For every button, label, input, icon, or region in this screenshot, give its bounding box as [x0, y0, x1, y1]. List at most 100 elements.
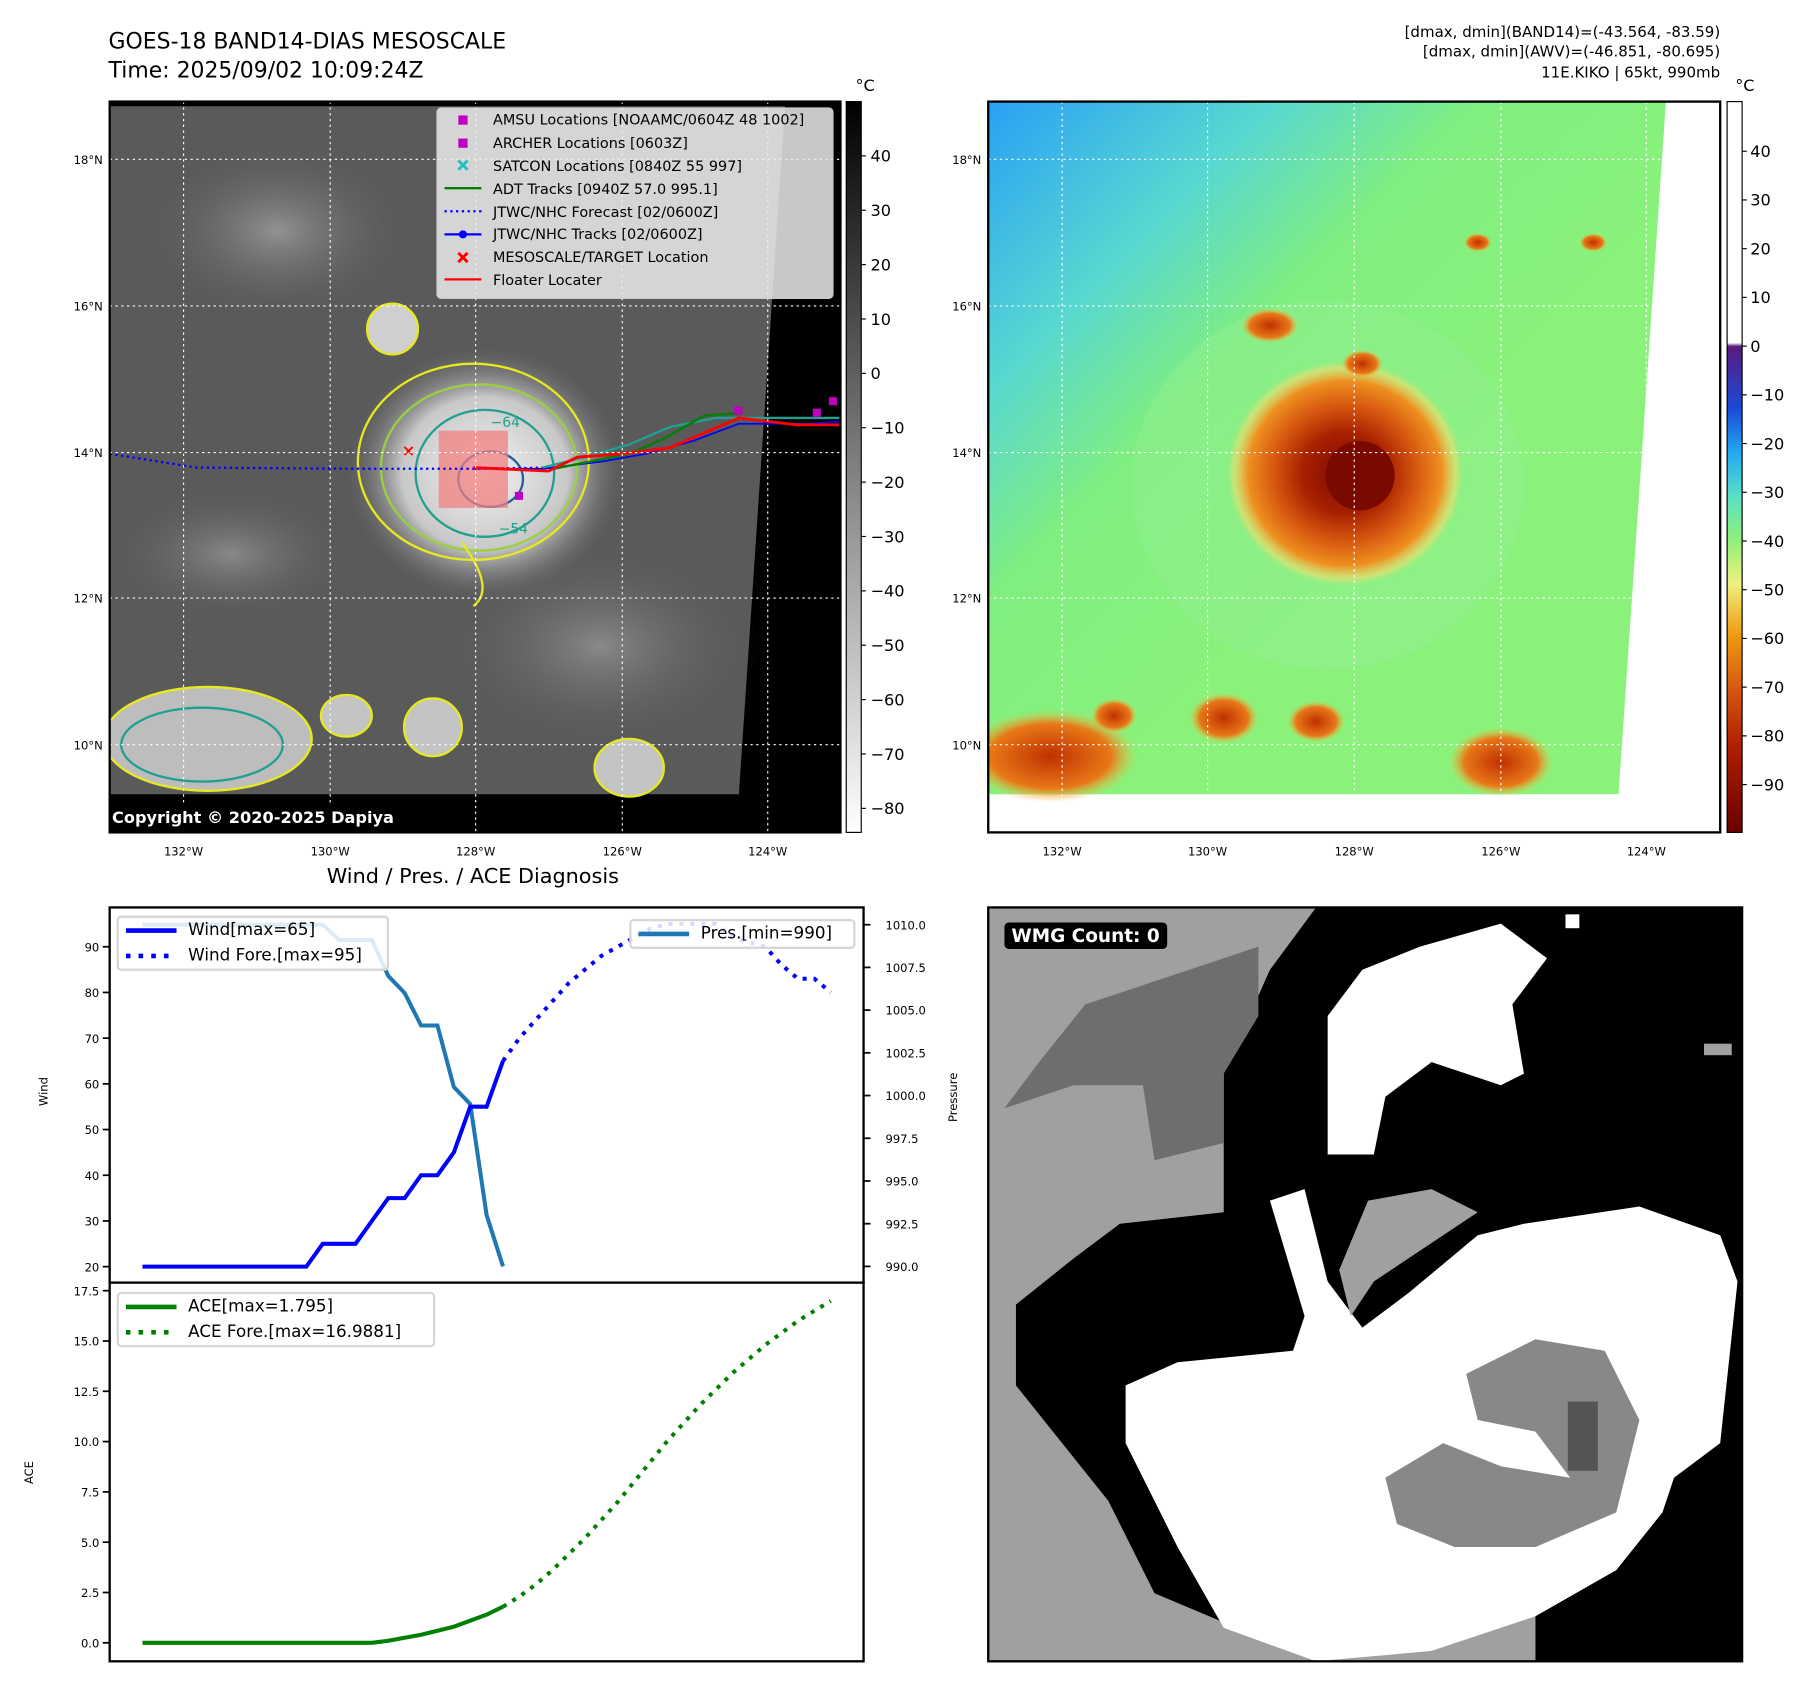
solid-line-icon [125, 1304, 177, 1310]
wind-tick-label: 40 [85, 1169, 100, 1183]
legend-label: JTWC/NHC Tracks [02/0600Z] [492, 225, 703, 243]
colorbar-tick-label: 30 [870, 201, 891, 220]
legend-pressure: Pres.[min=990] [632, 921, 854, 946]
colorbar-tick-label: 10 [1750, 288, 1771, 307]
wind-tick-label: 80 [85, 986, 100, 1000]
figure-time: Time: 2025/09/02 10:09:24Z [108, 57, 424, 84]
colorbar-tick-label: 30 [1750, 191, 1771, 210]
target-marker: × [402, 441, 416, 460]
legend-label: ADT Tracks [0940Z 57.0 995.1] [492, 179, 718, 198]
lon-tick-label: 126°W [1481, 844, 1521, 858]
colorbar-tick-label: −10 [870, 419, 904, 438]
lat-tick-label: 16°N [74, 300, 103, 314]
legend-item: ADT Tracks [0940Z 57.0 995.1] [438, 177, 833, 200]
figure-title: GOES-18 BAND14-DIAS MESOSCALE [108, 28, 507, 55]
legend-label: MESOSCALE/TARGET Location [492, 248, 709, 266]
colorbar-tick-label: 20 [870, 255, 891, 274]
legend-item: JTWC/NHC Forecast [02/0600Z] [438, 200, 833, 223]
wind-axis-label: Wind [38, 1077, 51, 1107]
lat-tick-label: 18°N [74, 153, 103, 167]
band14-range: [dmax, dmin](BAND14)=(-43.564, -83.59) [1404, 24, 1721, 42]
ace-tick-label: 15.0 [74, 1335, 100, 1349]
lon-tick-label: 124°W [748, 844, 788, 858]
pressure-tick-label: 1010.0 [885, 918, 925, 932]
lon-tick-label: 128°W [456, 844, 496, 858]
dotted-line-icon [125, 953, 177, 959]
colorbar-tick-label: −70 [870, 745, 904, 764]
map-legend: AMSU Locations [NOAAMC/0604Z 48 1002] ARC… [436, 107, 834, 300]
legend-wind: Wind[max=65] [119, 918, 387, 943]
ace-tick-label: 2.5 [81, 1586, 99, 1600]
lat-tick-label: 12°N [74, 592, 103, 606]
legend-item: SATCON Locations [0840Z 55 997] [438, 154, 833, 177]
left-colorbar [845, 101, 862, 833]
colorbar-tick-label: 40 [870, 147, 891, 166]
lat-tick-label: 10°N [74, 738, 103, 752]
contour-label: −64 [491, 415, 520, 431]
legend-label: AMSU Locations [NOAAMC/0604Z 48 1002] [492, 111, 805, 129]
colorbar-tick-label: 0 [870, 364, 880, 383]
legend-label: JTWC/NHC Forecast [02/0600Z] [492, 202, 719, 221]
copyright-text: Copyright © 2020-2025 Dapiya [111, 809, 394, 828]
colorbar-tick-label: −80 [870, 799, 904, 818]
colorbar-tick-label: 20 [1750, 239, 1771, 258]
pressure-tick-label: 1007.5 [885, 961, 925, 975]
legend-item: MESOSCALE/TARGET Location [438, 246, 833, 269]
ace-tick-label: 12.5 [74, 1385, 100, 1399]
lon-tick-label: 126°W [603, 844, 643, 858]
plot-title: Wind / Pres. / ACE Diagnosis [326, 864, 619, 889]
ace-tick-label: 5.0 [81, 1536, 99, 1550]
colorbar-tick-label: −60 [1750, 629, 1784, 648]
solid-line-icon [125, 928, 177, 933]
wind-tick-label: 90 [85, 940, 100, 954]
colorbar-tick-label: −30 [1750, 483, 1784, 502]
legend-label: SATCON Locations [0840Z 55 997] [492, 156, 743, 175]
pressure-tick-label: 992.5 [885, 1217, 918, 1231]
legend-ace-forecast: ACE Fore.[max=16.9881] [119, 1320, 433, 1345]
colorbar-tick-label: −80 [1750, 727, 1784, 746]
ace-tick-label: 0.0 [81, 1636, 99, 1650]
colorbar-tick-label: −50 [1750, 580, 1784, 599]
solid-line-icon [638, 931, 690, 937]
storm-info: 11E.KIKO | 65kt, 990mb [1541, 64, 1721, 82]
wind-line [142, 1060, 505, 1269]
wind-tick-label: 20 [85, 1260, 100, 1274]
pressure-legend: Pres.[min=990] [629, 918, 856, 949]
legend-item: ARCHER Locations [0603Z] [438, 131, 833, 154]
pressure-tick-label: 1002.5 [885, 1046, 925, 1060]
lon-tick-label: 130°W [311, 844, 351, 858]
legend-label: Floater Locater [492, 271, 602, 289]
lon-tick-label: 124°W [1627, 844, 1667, 858]
lat-tick-label: 16°N [952, 300, 981, 314]
ace-forecast-line [501, 1299, 832, 1609]
legend-label: Pres.[min=990] [700, 924, 833, 944]
lon-tick-label: 132°W [1043, 844, 1083, 858]
x-marker-icon [457, 160, 469, 172]
pressure-tick-label: 1000.0 [885, 1089, 925, 1103]
legend-ace: ACE[max=1.795] [119, 1294, 433, 1319]
lat-tick-label: 10°N [952, 738, 981, 752]
solid-line-icon [444, 187, 482, 190]
legend-item: AMSU Locations [NOAAMC/0604Z 48 1002] [438, 109, 833, 132]
colorbar-tick-label: −70 [1750, 678, 1784, 697]
legend-label: Wind[max=65] [188, 921, 316, 940]
adt-track [553, 412, 739, 470]
pressure-tick-label: 990.0 [885, 1260, 918, 1274]
left-colorbar-unit: °C [855, 77, 875, 96]
colorbar-tick-label: −50 [870, 636, 904, 655]
right-colorbar [1726, 101, 1743, 833]
contour-label: −54 [499, 521, 528, 537]
lon-tick-label: 130°W [1188, 844, 1228, 858]
wind-tick-label: 30 [85, 1215, 100, 1229]
line-dot-icon [444, 230, 482, 239]
floater-track [473, 416, 841, 473]
colorbar-tick-label: 0 [1750, 337, 1760, 356]
pressure-tick-label: 995.0 [885, 1175, 918, 1189]
ace-axis-label: ACE [23, 1461, 37, 1485]
legend-label: ARCHER Locations [0603Z] [492, 134, 688, 152]
colorbar-tick-label: −60 [870, 690, 904, 709]
colorbar-tick-label: 40 [1750, 142, 1771, 161]
ace-line [142, 1604, 504, 1645]
